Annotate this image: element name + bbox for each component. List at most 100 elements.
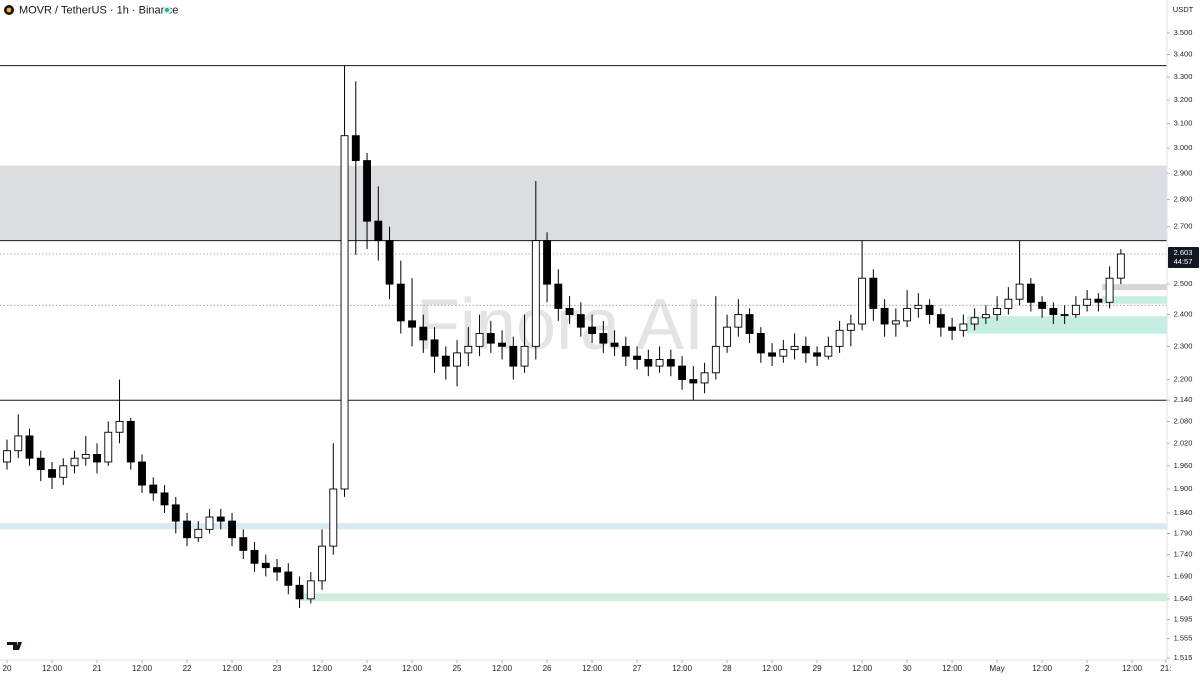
x-axis: 20 12:00 21 12:00 22 12:00 23 12:00 24 12:00 25 12:… (3, 660, 1171, 673)
candle (1071, 296, 1080, 318)
candle (689, 366, 698, 401)
x-tick-label: 12:00 (132, 664, 153, 673)
candle-body (588, 326, 597, 334)
candle-body (340, 135, 349, 490)
candle-body (869, 277, 878, 309)
candle-body (891, 320, 900, 325)
y-tick-label: 2.300 (1174, 341, 1193, 350)
candle-body (115, 420, 124, 433)
candle-body (396, 283, 405, 322)
candle-body (216, 516, 225, 522)
candle (813, 346, 822, 367)
y-tick-label: 3.400 (1174, 50, 1193, 59)
candle (711, 296, 720, 380)
candle (498, 330, 506, 360)
candle-body (520, 345, 529, 367)
candle (419, 314, 428, 353)
candle (1105, 266, 1114, 309)
candle-body (970, 317, 979, 325)
candle-body (723, 326, 732, 347)
y-tick-label: 3.300 (1174, 72, 1193, 81)
candle-body (745, 314, 754, 334)
candle-body (1004, 298, 1013, 309)
candle (745, 308, 754, 344)
zone (299, 593, 1167, 602)
x-tick-label: 12:00 (222, 664, 243, 673)
candle (1015, 240, 1024, 306)
candle-body (183, 520, 191, 539)
candle (880, 299, 889, 337)
candle (464, 327, 473, 367)
candle-body (318, 545, 326, 582)
candle-body (475, 333, 484, 347)
candle (171, 496, 180, 534)
y-tick-label: 1.595 (1174, 615, 1193, 624)
candle (621, 336, 630, 367)
candle (1049, 302, 1058, 324)
candle-body (1071, 304, 1080, 316)
candle (183, 512, 191, 547)
y-tick-label: 2.020 (1174, 438, 1193, 447)
tv-logo (7, 642, 22, 650)
candle-body (1026, 283, 1035, 303)
x-tick-label: 12:00 (762, 664, 783, 673)
candle-body (104, 431, 113, 463)
candle-body (655, 359, 664, 367)
candle-body (284, 571, 293, 586)
candle (925, 299, 934, 324)
x-tick-label: 21: (1160, 664, 1171, 673)
candle-body (329, 488, 338, 547)
candle (430, 327, 439, 373)
candle-body (779, 349, 788, 357)
y-axis: 1.515 1.555 1.595 1.640 1.690 1.740 1.790 1.840… (1167, 28, 1192, 662)
candle (903, 290, 912, 328)
candle (329, 443, 338, 555)
candle-body (1083, 298, 1092, 306)
x-tick-label: 12:00 (942, 664, 963, 673)
candle-body (1038, 301, 1047, 309)
candle-body (126, 420, 135, 463)
candle-body (149, 484, 158, 494)
x-tick-label: 12:00 (402, 664, 423, 673)
candle (194, 521, 203, 542)
x-tick-label: 12:00 (312, 664, 333, 673)
x-tick-label: 21 (93, 664, 102, 673)
candle (340, 65, 349, 497)
candle (970, 308, 979, 331)
x-tick-label: 12:00 (42, 664, 63, 673)
candle-body (228, 520, 236, 539)
price-axis-panel (1167, 0, 1200, 675)
candle (981, 305, 990, 324)
candle (475, 314, 484, 357)
candle (138, 454, 146, 493)
candle-body (678, 365, 687, 381)
y-tick-label: 2.400 (1174, 310, 1193, 319)
candle (318, 529, 326, 590)
candle-body (306, 580, 315, 600)
candle (1026, 278, 1035, 312)
candle-body (621, 345, 630, 357)
candle (273, 558, 281, 581)
candle (846, 314, 855, 347)
candle-body (824, 345, 833, 357)
candle (93, 443, 101, 474)
candle-body (498, 342, 506, 347)
candle-body (1116, 253, 1125, 279)
y-tick-label: 3.500 (1174, 28, 1193, 37)
candle (48, 461, 56, 489)
candle-body (734, 314, 743, 328)
y-tick-label: 2.080 (1174, 416, 1193, 425)
x-tick-label: 20 (3, 664, 12, 673)
y-tick-label: 3.200 (1174, 95, 1193, 104)
candle (655, 346, 664, 373)
candle (678, 356, 687, 390)
candle-body (801, 345, 810, 354)
x-tick-label: 26 (543, 664, 552, 673)
candle-body (610, 342, 619, 347)
y-tick-label: 3.000 (1174, 143, 1193, 152)
candle (700, 362, 709, 394)
candle (779, 339, 788, 363)
candle-body (81, 453, 90, 459)
candle (756, 327, 765, 363)
